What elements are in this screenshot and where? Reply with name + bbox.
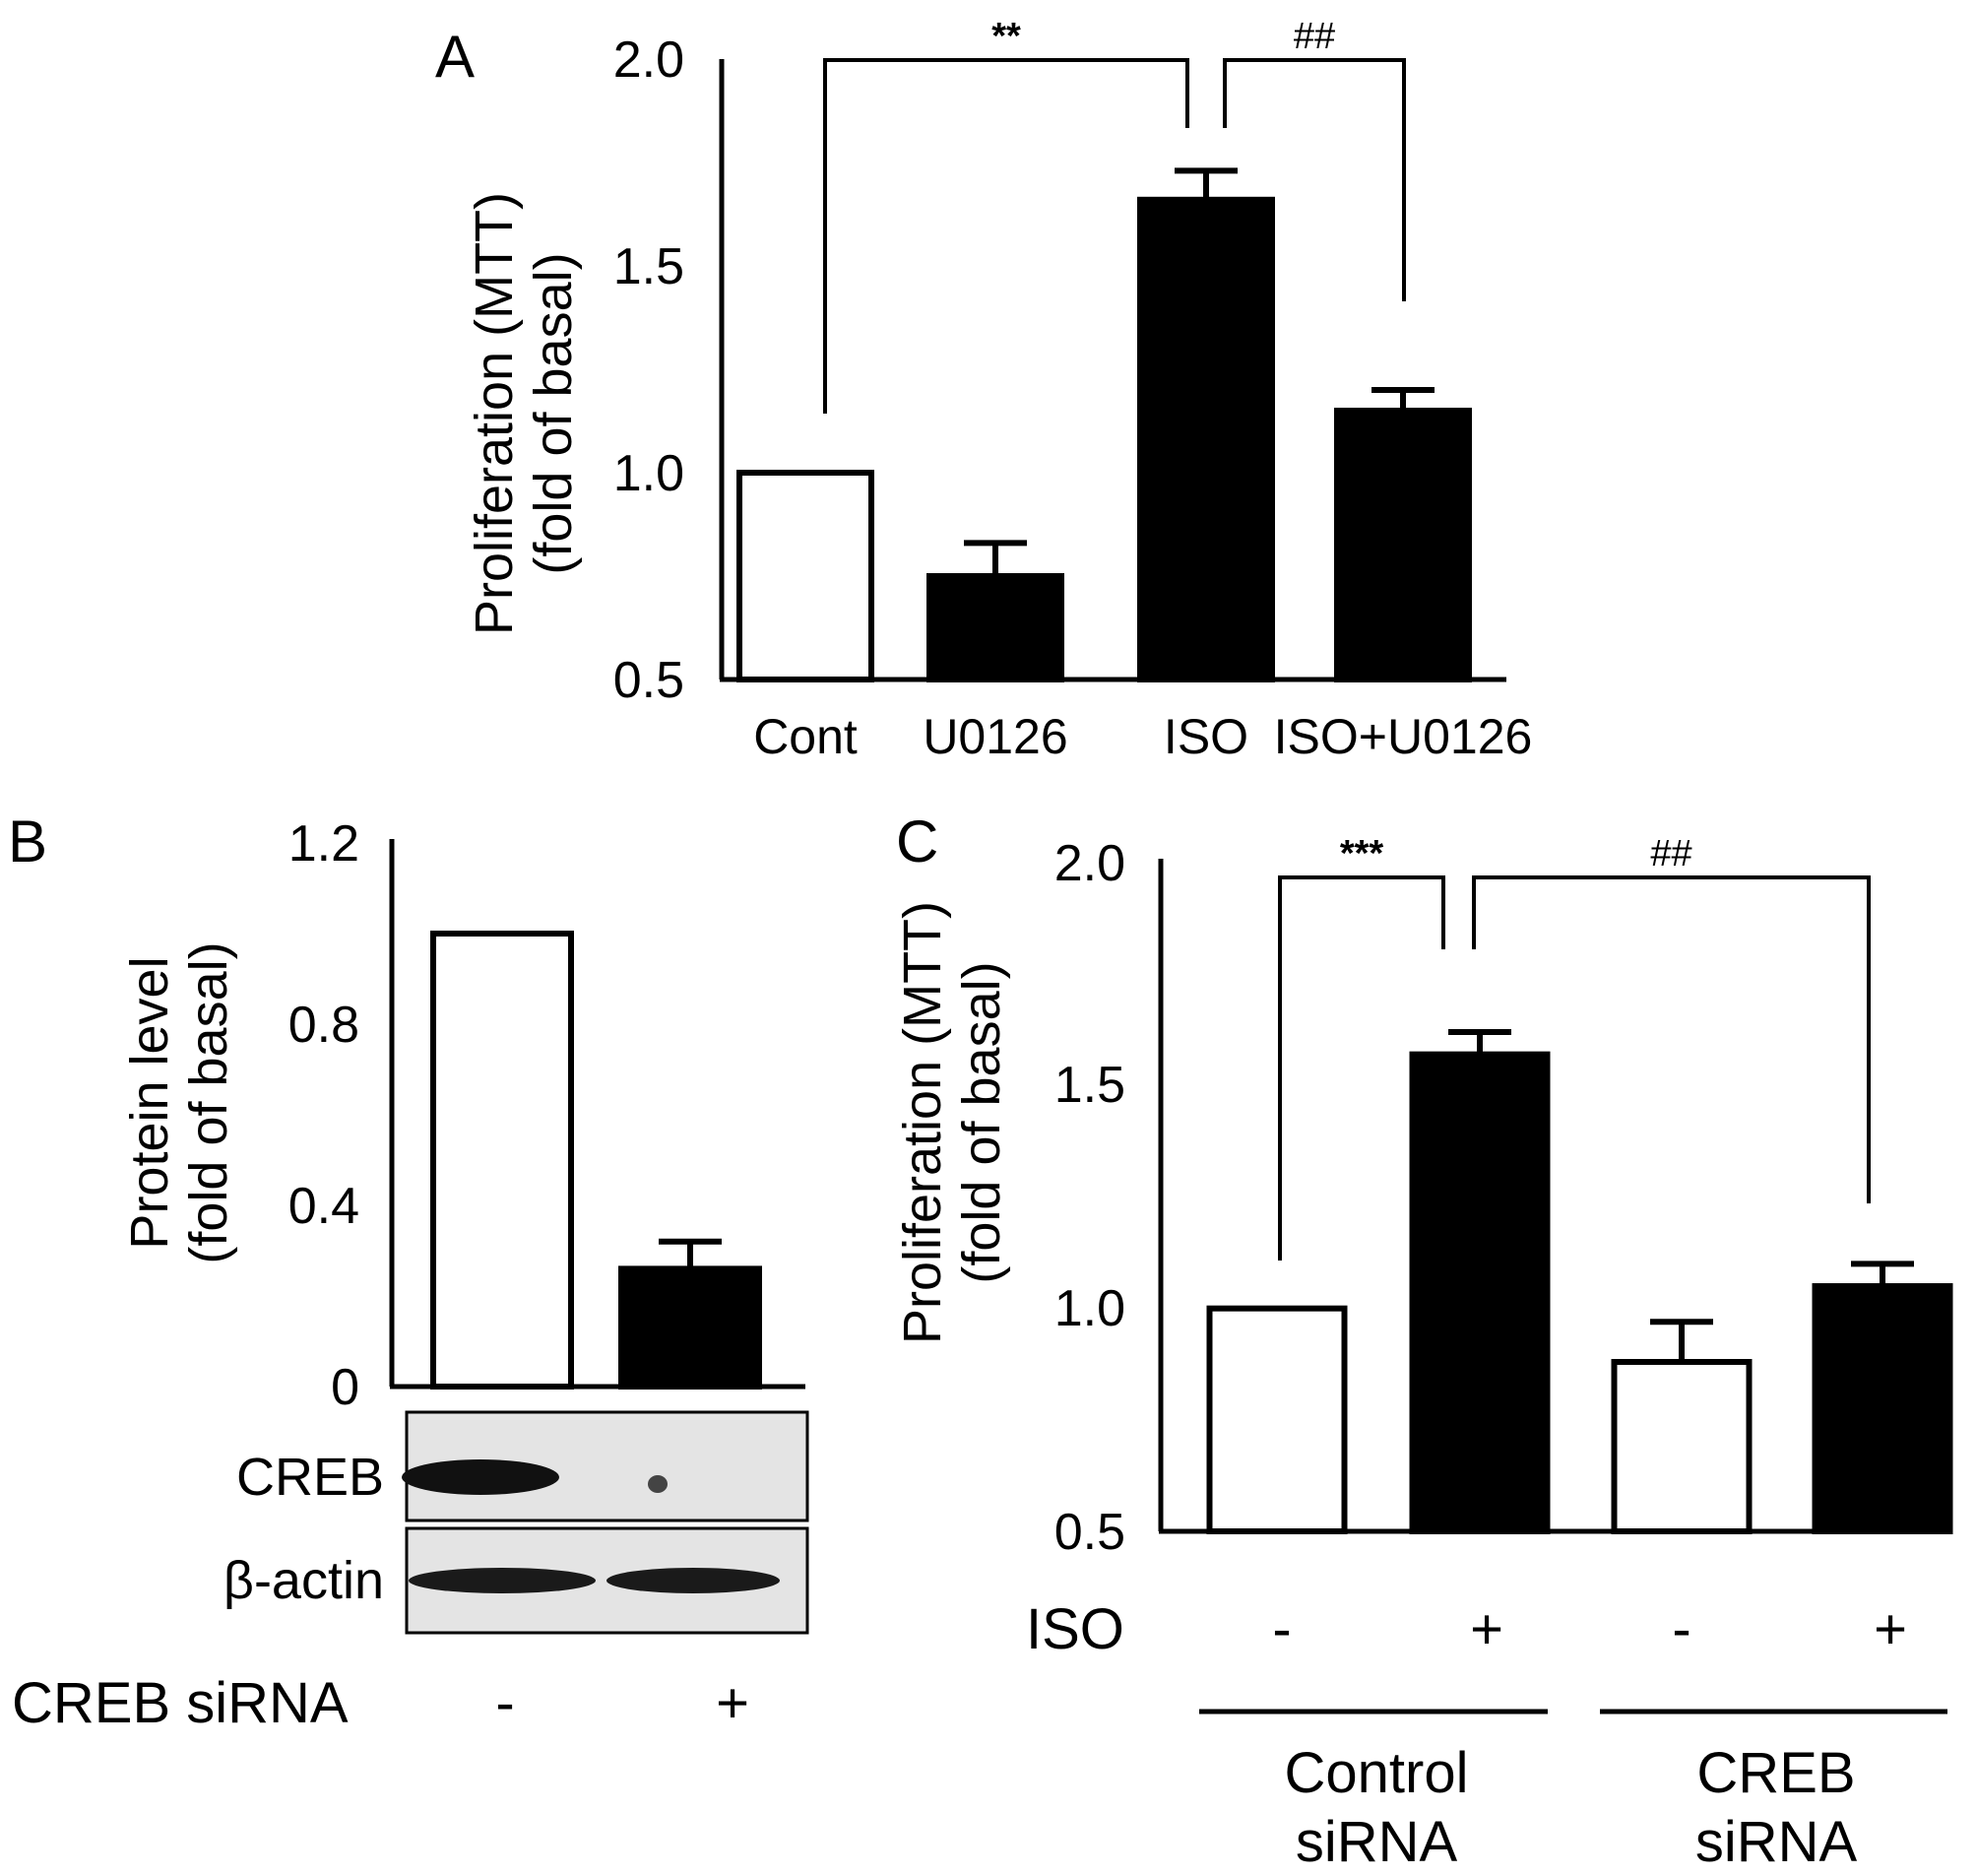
panel-c-significance-label: ## [1650,833,1691,874]
panel-b-condition-label: CREB siRNA [12,1671,349,1735]
panel-b-bars [430,931,762,1391]
group-label-creb-line2: siRNA [1695,1810,1858,1874]
panel-a-significance-label: ** [991,16,1021,57]
actin-band-control [409,1568,596,1593]
group-label-control-line2: siRNA [1296,1810,1458,1874]
group-label-control-line1: Control [1285,1741,1469,1805]
panel-a-ylabel-line2: (fold of basal) [524,252,583,574]
creb-band-faint [648,1475,668,1493]
panel-c-iso-sign: - [1672,1597,1690,1661]
panel-c-significance-bracket [1278,875,1445,1261]
panel-c-bar [1409,1051,1551,1534]
panel-a-significance: ** ## [823,16,1406,414]
panel-c-bar [1206,1305,1348,1534]
panel-a-significance-bracket [823,58,1189,414]
blot-label-actin: β-actin [223,1551,384,1610]
panel-a-ylabel: Proliferation (MTT) (fold of basal) [465,192,583,635]
panel-b-ytick-label: 0 [331,1359,359,1416]
panel-a-bar [736,470,874,682]
panel-c-bar [1611,1358,1753,1535]
panel-b-bar [430,931,574,1390]
panel-b-ylabel-line2: (fold of basal) [179,941,238,1263]
panel-a-ylabel-line1: Proliferation (MTT) [465,192,524,635]
panel-b-bar [618,1265,762,1391]
panel-c-ytick-label: 1.5 [1054,1057,1125,1114]
panel-a-category-label: Cont [753,709,858,764]
panel-c: C Proliferation (MTT) (fold of basal) 0.… [893,809,1953,1874]
panel-b-ytick-label: 0.4 [288,1178,359,1235]
panel-a-category-label: ISO+U0126 [1274,709,1533,764]
panel-a-ytick-label: 0.5 [613,652,684,709]
panel-c-ylabel-line2: (fold of basal) [952,961,1011,1283]
panel-b: B Protein level (fold of basal) 0 0.4 0.… [8,809,809,1735]
panel-c-iso-sign: + [1470,1597,1503,1661]
actin-band-sirna [606,1568,780,1593]
western-blot: CREB β-actin [223,1410,809,1635]
panel-c-ytick-label: 2.0 [1054,835,1125,892]
group-label-creb-line1: CREB [1696,1741,1855,1805]
panel-a-category-label: ISO [1164,709,1248,764]
panel-a-letter: A [435,24,475,90]
panel-a-bars [736,167,1472,683]
panel-a-bar [1137,196,1275,683]
panel-c-iso-sign: - [1272,1597,1291,1661]
panel-c-ylabel: Proliferation (MTT) (fold of basal) [893,901,1011,1344]
blot-label-creb: CREB [236,1448,384,1507]
panel-b-condition-sign: + [716,1671,749,1735]
panel-a-categories: Cont U0126 ISO ISO+U0126 [753,709,1532,764]
panel-c-significance-label: *** [1340,833,1384,874]
panel-a-ytick-label: 1.5 [613,238,684,295]
panel-a-significance-label: ## [1294,16,1335,57]
panel-c-ytick-label: 0.5 [1054,1504,1125,1561]
panel-a-significance-bracket [1223,58,1406,301]
panel-b-ytick-label: 1.2 [288,815,359,873]
panel-a: A Proliferation (MTT) (fold of basal) 0.… [435,16,1532,764]
panel-b-y-ticks: 0 0.4 0.8 1.2 [288,815,359,1416]
creb-band-control [402,1459,559,1495]
panel-c-iso-label: ISO [1026,1597,1124,1661]
panel-c-bar [1812,1283,1953,1534]
panel-a-bar [1334,408,1472,682]
panel-c-iso-sign: + [1874,1597,1907,1661]
panel-c-ytick-label: 1.0 [1054,1280,1125,1337]
panel-a-y-ticks: 0.5 1.0 1.5 2.0 [613,32,684,709]
panel-b-condition-sign: - [495,1671,514,1735]
panel-c-significance-bracket [1472,875,1871,1203]
panel-a-ytick-label: 1.0 [613,445,684,502]
panel-a-bar [926,573,1064,682]
panel-a-category-label: U0126 [923,709,1067,764]
panel-b-letter: B [8,809,47,874]
panel-c-letter: C [896,809,938,874]
panel-b-ylabel-line1: Protein level [120,956,179,1249]
panel-c-ylabel-line1: Proliferation (MTT) [893,901,952,1344]
panel-c-y-ticks: 0.5 1.0 1.5 2.0 [1054,835,1125,1561]
panel-c-significance: *** ## [1278,833,1871,1261]
panel-a-ytick-label: 2.0 [613,32,684,89]
panel-b-ylabel: Protein level (fold of basal) [120,941,238,1263]
panel-b-ytick-label: 0.8 [288,997,359,1054]
panel-c-bars [1206,1029,1953,1535]
